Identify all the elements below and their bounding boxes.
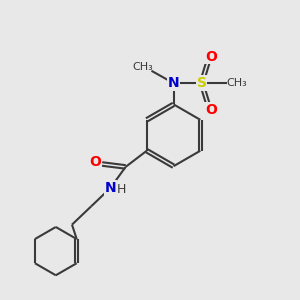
- Text: N: N: [104, 181, 116, 195]
- Text: O: O: [90, 154, 101, 169]
- Text: CH₃: CH₃: [226, 78, 247, 88]
- Text: N: N: [168, 76, 179, 90]
- Text: O: O: [205, 50, 217, 64]
- Text: O: O: [205, 103, 217, 117]
- Text: CH₃: CH₃: [133, 62, 154, 72]
- Text: H: H: [117, 183, 126, 196]
- Text: S: S: [196, 76, 206, 90]
